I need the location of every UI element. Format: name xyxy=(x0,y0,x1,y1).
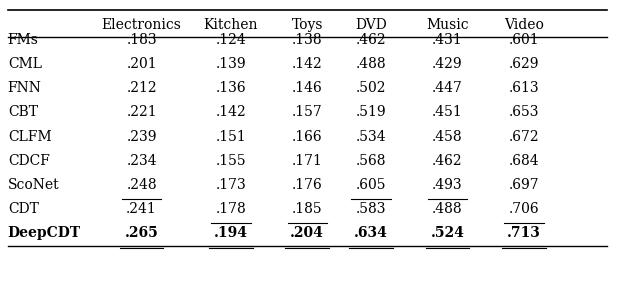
Text: FMs: FMs xyxy=(8,33,38,47)
Text: CML: CML xyxy=(8,57,42,71)
Text: .429: .429 xyxy=(432,57,463,71)
Text: .173: .173 xyxy=(216,178,246,192)
Text: .155: .155 xyxy=(216,154,246,168)
Text: .583: .583 xyxy=(356,202,386,216)
Text: .204: .204 xyxy=(291,227,324,240)
Text: .524: .524 xyxy=(431,227,465,240)
Text: .629: .629 xyxy=(509,57,539,71)
Text: DVD: DVD xyxy=(355,18,387,32)
Text: .142: .142 xyxy=(216,105,246,119)
Text: .502: .502 xyxy=(356,81,386,95)
Text: .176: .176 xyxy=(292,178,323,192)
Text: .185: .185 xyxy=(292,202,323,216)
Text: DeepCDT: DeepCDT xyxy=(8,227,81,240)
Text: .136: .136 xyxy=(216,81,246,95)
Text: .166: .166 xyxy=(292,130,323,144)
Text: Video: Video xyxy=(504,18,544,32)
Text: ScoNet: ScoNet xyxy=(8,178,60,192)
Text: .234: .234 xyxy=(126,154,157,168)
Text: .519: .519 xyxy=(356,105,387,119)
Text: .684: .684 xyxy=(509,154,540,168)
Text: FNN: FNN xyxy=(8,81,42,95)
Text: .488: .488 xyxy=(356,57,387,71)
Text: .183: .183 xyxy=(126,33,157,47)
Text: .239: .239 xyxy=(126,130,157,144)
Text: Toys: Toys xyxy=(291,18,323,32)
Text: CDT: CDT xyxy=(8,202,38,216)
Text: .194: .194 xyxy=(214,227,248,240)
Text: .462: .462 xyxy=(432,154,463,168)
Text: Music: Music xyxy=(426,18,468,32)
Text: .458: .458 xyxy=(432,130,463,144)
Text: .713: .713 xyxy=(507,227,541,240)
Text: .248: .248 xyxy=(126,178,157,192)
Text: .706: .706 xyxy=(509,202,540,216)
Text: .138: .138 xyxy=(292,33,323,47)
Text: .605: .605 xyxy=(356,178,386,192)
Text: .613: .613 xyxy=(509,81,540,95)
Text: .493: .493 xyxy=(432,178,463,192)
Text: .697: .697 xyxy=(509,178,540,192)
Text: .151: .151 xyxy=(216,130,246,144)
Text: .634: .634 xyxy=(354,227,388,240)
Text: .157: .157 xyxy=(292,105,323,119)
Text: .672: .672 xyxy=(509,130,540,144)
Text: Kitchen: Kitchen xyxy=(204,18,258,32)
Text: .447: .447 xyxy=(432,81,463,95)
Text: .221: .221 xyxy=(126,105,157,119)
Text: .653: .653 xyxy=(509,105,539,119)
Text: .142: .142 xyxy=(292,57,323,71)
Text: .534: .534 xyxy=(356,130,387,144)
Text: .201: .201 xyxy=(126,57,157,71)
Text: .241: .241 xyxy=(126,202,157,216)
Text: .178: .178 xyxy=(216,202,246,216)
Text: .171: .171 xyxy=(292,154,323,168)
Text: .568: .568 xyxy=(356,154,386,168)
Text: CLFM: CLFM xyxy=(8,130,51,144)
Text: CBT: CBT xyxy=(8,105,38,119)
Text: .451: .451 xyxy=(432,105,463,119)
Text: .265: .265 xyxy=(125,227,159,240)
Text: Electronics: Electronics xyxy=(102,18,182,32)
Text: .146: .146 xyxy=(292,81,323,95)
Text: CDCF: CDCF xyxy=(8,154,50,168)
Text: .212: .212 xyxy=(126,81,157,95)
Text: .462: .462 xyxy=(356,33,387,47)
Text: .124: .124 xyxy=(216,33,246,47)
Text: .139: .139 xyxy=(216,57,246,71)
Text: .488: .488 xyxy=(432,202,463,216)
Text: .601: .601 xyxy=(509,33,540,47)
Text: .431: .431 xyxy=(432,33,463,47)
